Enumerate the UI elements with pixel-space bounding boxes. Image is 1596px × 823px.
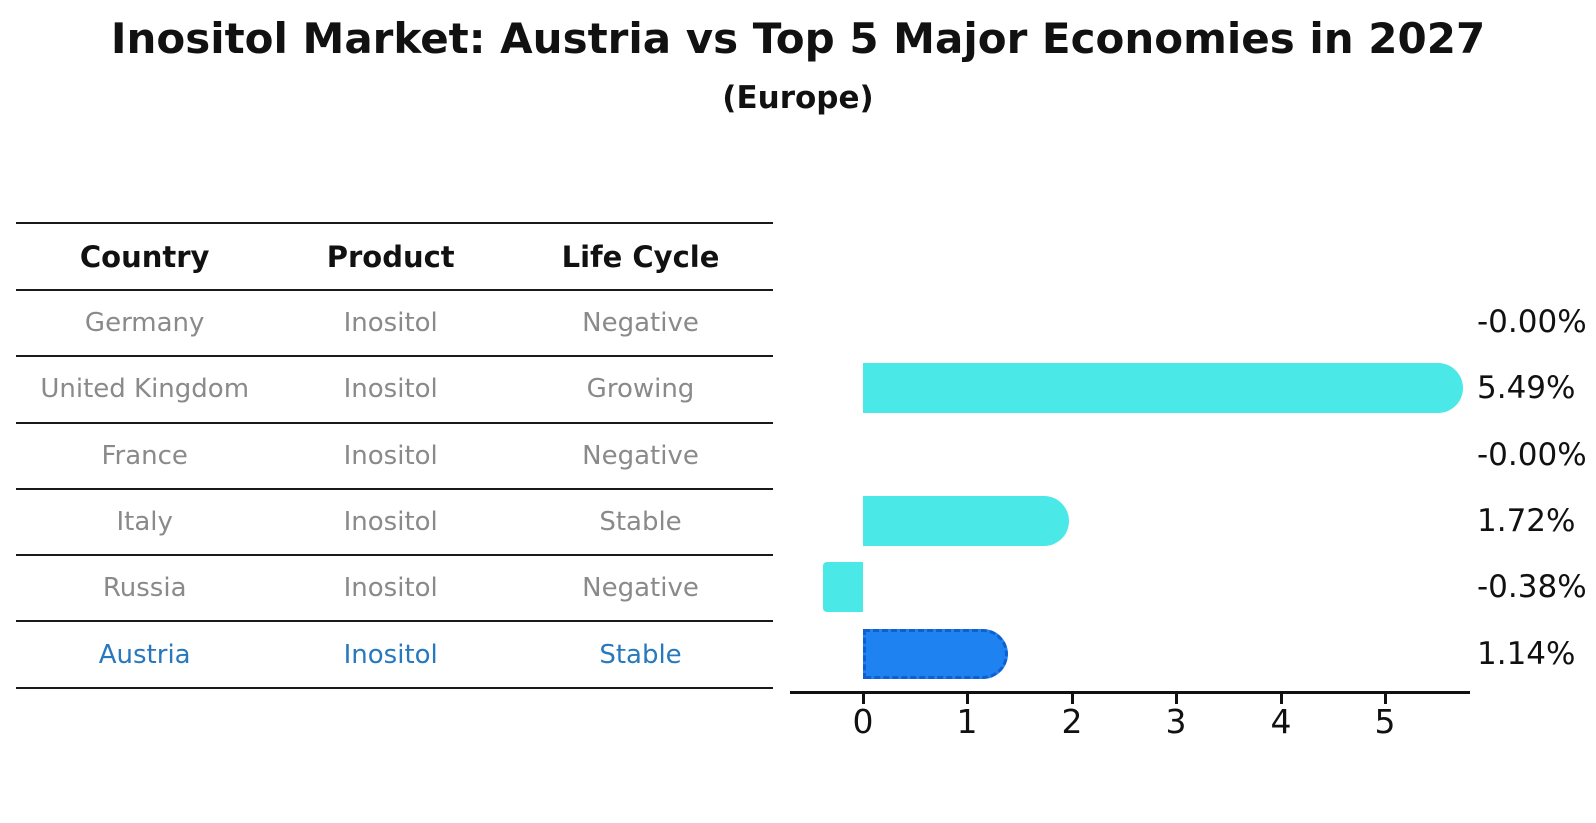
cell-product: Inositol xyxy=(343,308,438,339)
x-tick-2 xyxy=(1071,694,1074,704)
cell-life-cycle: Negative xyxy=(582,573,699,604)
x-tick-3 xyxy=(1175,694,1178,704)
x-tick-label-2: 2 xyxy=(1061,702,1083,741)
cell-product: Inositol xyxy=(343,374,438,405)
cell-product: Inositol xyxy=(343,507,438,538)
cell-country: Germany xyxy=(84,308,205,339)
country-table: Country Product Life Cycle Germany Inosi… xyxy=(16,222,773,689)
table-row-germany: Germany Inositol Negative xyxy=(16,289,773,355)
table-row-austria: Austria Inositol Stable xyxy=(16,620,773,689)
cell-life-cycle: Negative xyxy=(582,440,699,471)
x-tick-label-3: 3 xyxy=(1165,702,1187,741)
value-label-russia: -0.38% xyxy=(1477,569,1587,606)
cell-life-cycle: Stable xyxy=(599,507,682,538)
x-tick-label-5: 5 xyxy=(1374,702,1396,741)
header-life-cycle: Life Cycle xyxy=(561,239,720,274)
cell-product: Inositol xyxy=(343,639,438,670)
bar-row-germany xyxy=(790,289,1470,355)
bar-row-france xyxy=(790,422,1470,488)
cell-country: United Kingdom xyxy=(40,374,250,405)
cell-life-cycle: Growing xyxy=(586,374,695,405)
table-row-france: France Inositol Negative xyxy=(16,421,773,488)
cell-life-cycle: Stable xyxy=(599,639,682,670)
cell-life-cycle: Negative xyxy=(582,308,699,339)
cell-country: Austria xyxy=(98,639,191,670)
bar-row-austria xyxy=(790,621,1470,687)
header-country: Country xyxy=(79,239,210,274)
x-tick-1 xyxy=(966,694,969,704)
bar-italy xyxy=(863,495,1069,546)
x-tick-label-1: 1 xyxy=(956,702,978,741)
x-axis-line xyxy=(790,691,1470,694)
bar-chart-plot-area xyxy=(790,289,1470,687)
cell-country: France xyxy=(101,440,188,471)
cell-product: Inositol xyxy=(343,573,438,604)
bar-austria xyxy=(863,628,1009,679)
bar-row-united-kingdom xyxy=(790,355,1470,421)
x-tick-label-0: 0 xyxy=(852,702,874,741)
bar-row-italy xyxy=(790,488,1470,554)
table-row-italy: Italy Inositol Stable xyxy=(16,487,773,554)
bar-united-kingdom xyxy=(863,363,1464,414)
value-label-italy: 1.72% xyxy=(1477,503,1576,540)
x-tick-5 xyxy=(1384,694,1387,704)
chart-title: Inositol Market: Austria vs Top 5 Major … xyxy=(110,14,1486,63)
bar-russia xyxy=(823,562,863,613)
cell-country: Russia xyxy=(102,573,187,604)
value-label-germany: -0.00% xyxy=(1477,304,1587,341)
x-tick-label-4: 4 xyxy=(1270,702,1292,741)
value-label-united-kingdom: 5.49% xyxy=(1477,370,1576,407)
table-row-united-kingdom: United Kingdom Inositol Growing xyxy=(16,355,773,421)
chart-subtitle: (Europe) xyxy=(722,80,874,116)
bar-row-russia xyxy=(790,554,1470,620)
x-tick-4 xyxy=(1280,694,1283,704)
cell-product: Inositol xyxy=(343,440,438,471)
value-label-austria: 1.14% xyxy=(1477,635,1576,672)
table-row-russia: Russia Inositol Negative xyxy=(16,554,773,620)
table-header-row: Country Product Life Cycle xyxy=(16,222,773,289)
x-tick-0 xyxy=(862,694,865,704)
value-label-france: -0.00% xyxy=(1477,436,1587,473)
value-label-column: -0.00% 5.49% -0.00% 1.72% -0.38% 1.14% xyxy=(1477,289,1596,687)
cell-country: Italy xyxy=(116,507,173,538)
header-product: Product xyxy=(326,239,455,274)
